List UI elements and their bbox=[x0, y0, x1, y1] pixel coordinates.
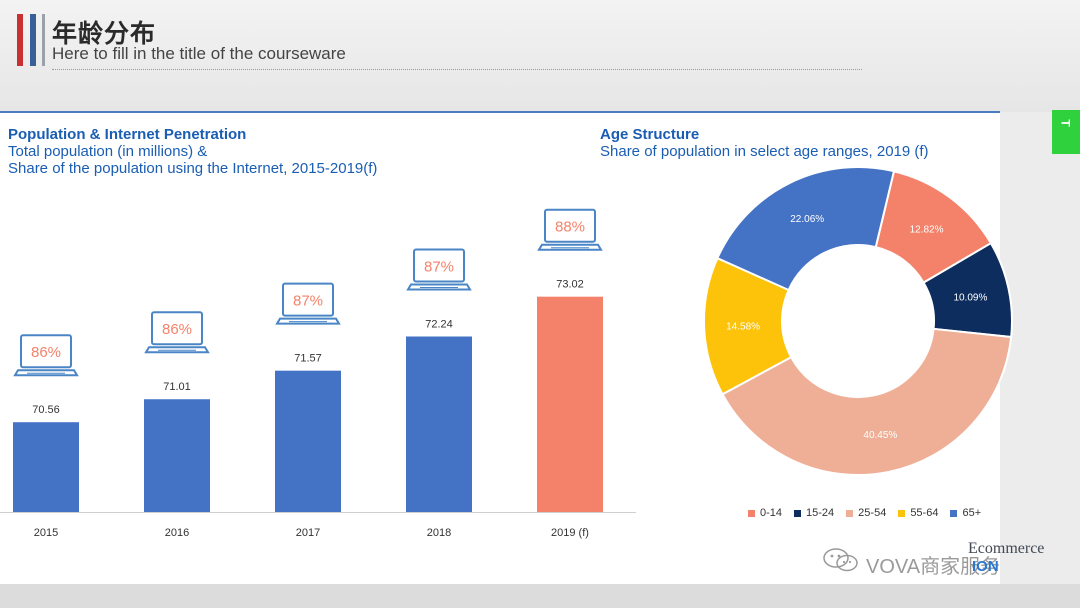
legend-label: 25-54 bbox=[858, 507, 887, 519]
bar-chart: 70.56 2015 86% 71.01 2016 86% 71.57 2017 87% 72.2… bbox=[0, 208, 636, 539]
legend-swatch bbox=[794, 509, 802, 517]
bar bbox=[537, 296, 603, 512]
bar-chart-subtitle-line1: Total population (in millions) & bbox=[8, 143, 208, 160]
watermark: VOVA商家服务 Ecommerce ION bbox=[822, 540, 1072, 580]
header-background bbox=[0, 0, 1080, 112]
x-tick-label: 2018 bbox=[427, 527, 451, 539]
internet-share-label: 87% bbox=[293, 293, 323, 310]
x-tick-label: 2015 bbox=[34, 527, 58, 539]
donut-slice-label: 12.82% bbox=[910, 225, 944, 236]
laptop-icon: 87% bbox=[406, 248, 472, 291]
internet-share-label: 87% bbox=[424, 258, 454, 275]
legend-item: 15-24 bbox=[794, 507, 834, 519]
internet-share-label: 86% bbox=[162, 321, 192, 338]
watermark-brand-line2: ION bbox=[972, 558, 999, 575]
donut-slice-label: 10.09% bbox=[953, 293, 987, 304]
side-tab[interactable]: T bbox=[1052, 110, 1080, 154]
wechat-icon bbox=[823, 548, 858, 572]
donut-chart-subtitle: Share of population in select age ranges… bbox=[600, 143, 929, 160]
footer-bar bbox=[0, 584, 1080, 608]
accent-stripe-gray bbox=[42, 14, 45, 66]
donut-slice-label: 40.45% bbox=[863, 430, 897, 441]
legend-item: 65+ bbox=[950, 507, 981, 519]
x-tick-label: 2017 bbox=[296, 527, 320, 539]
bar-value-label: 71.01 bbox=[163, 381, 191, 393]
accent-stripe-red bbox=[17, 14, 23, 66]
donut-legend: 0-14 15-24 25-54 55-64 65+ bbox=[748, 507, 981, 519]
slide-subtitle: Here to fill in the title of the coursew… bbox=[52, 44, 346, 63]
legend-swatch bbox=[898, 509, 906, 517]
legend-swatch bbox=[846, 509, 854, 517]
bar bbox=[406, 336, 472, 512]
legend-label: 55-64 bbox=[910, 507, 939, 519]
legend-label: 15-24 bbox=[806, 507, 835, 519]
donut-slice-label: 22.06% bbox=[790, 214, 824, 225]
bar-chart-title: Population & Internet Penetration bbox=[8, 126, 247, 143]
donut-slice bbox=[721, 327, 1013, 476]
donut-chart-title: Age Structure bbox=[600, 126, 700, 143]
x-tick-label: 2016 bbox=[165, 527, 189, 539]
legend-item: 0-14 bbox=[748, 507, 782, 519]
bar bbox=[13, 422, 79, 512]
watermark-text: VOVA商家服务 bbox=[866, 556, 1001, 578]
donut-chart: 12.82% 10.09% 40.45% 14.58% 22.06% bbox=[703, 166, 1013, 476]
internet-share-label: 86% bbox=[31, 344, 61, 361]
legend-item: 25-54 bbox=[846, 507, 886, 519]
legend-swatch bbox=[950, 509, 958, 517]
legend-swatch bbox=[748, 509, 755, 517]
laptop-icon: 88% bbox=[537, 208, 603, 251]
legend-label: 0-14 bbox=[760, 507, 783, 519]
slide-title: 年龄分布 bbox=[52, 20, 157, 48]
bar bbox=[144, 399, 210, 512]
side-tab-label: T bbox=[1058, 119, 1073, 127]
bar-value-label: 73.02 bbox=[556, 279, 584, 291]
accent-stripe-blue bbox=[30, 14, 36, 66]
bar-value-label: 70.56 bbox=[32, 404, 60, 416]
title-divider bbox=[52, 69, 862, 70]
bar-value-label: 72.24 bbox=[425, 318, 453, 330]
legend-item: 55-64 bbox=[898, 507, 938, 519]
bar-value-label: 71.57 bbox=[294, 353, 322, 365]
legend-label: 65+ bbox=[962, 507, 982, 519]
laptop-icon: 87% bbox=[275, 282, 341, 325]
donut-slice bbox=[716, 166, 896, 292]
laptop-icon: 86% bbox=[144, 311, 210, 354]
watermark-brand-line1: Ecommerce bbox=[968, 540, 1045, 557]
donut-slice-label: 14.58% bbox=[726, 321, 760, 332]
internet-share-label: 88% bbox=[555, 219, 585, 236]
bar bbox=[275, 370, 341, 512]
x-tick-label: 2019 (f) bbox=[551, 527, 589, 539]
laptop-icon: 86% bbox=[13, 334, 79, 377]
bar-chart-subtitle-line2: Share of the population using the Intern… bbox=[8, 160, 378, 177]
